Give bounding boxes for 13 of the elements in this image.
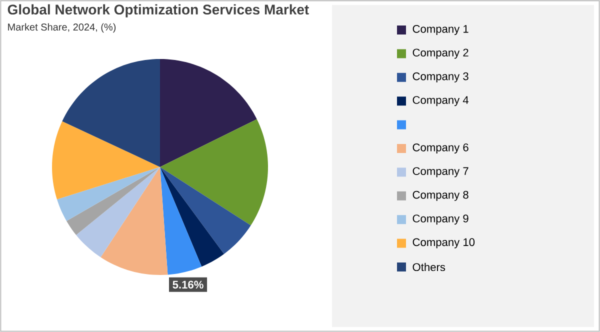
data-label: 5.16%	[172, 280, 204, 289]
legend-label: Company 10	[412, 238, 475, 248]
legend-label: Company 2	[412, 48, 468, 59]
legend-label: Others	[412, 262, 446, 272]
legend-label: Company 9	[412, 214, 468, 225]
legend-label: Company 4	[412, 96, 469, 106]
chart-subtitle: Market Share, 2024, (%)	[8, 23, 116, 33]
legend-label: Company 7	[412, 167, 468, 178]
chart-title: Global Network Optimization Services Market	[8, 4, 309, 18]
legend-label: Company 8	[412, 190, 468, 201]
legend-label: Company 3	[412, 72, 468, 82]
legend-label: Company 1	[412, 24, 468, 36]
legend-label: Company 6	[412, 143, 468, 154]
